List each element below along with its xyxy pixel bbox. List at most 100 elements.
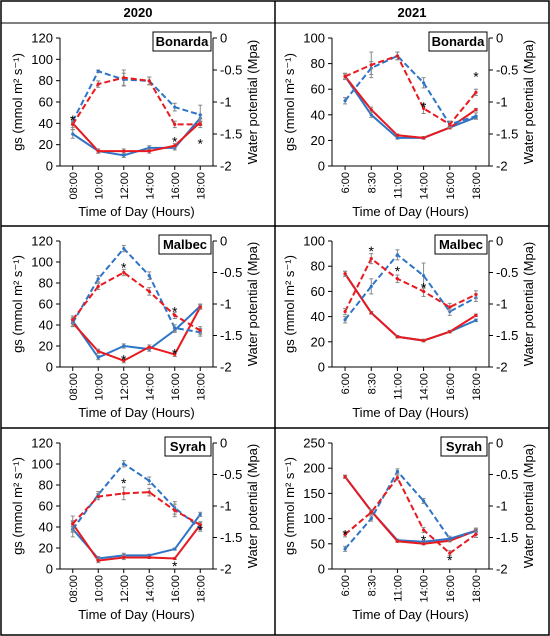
p2-xtick-label: 16:00 xyxy=(170,373,182,401)
p4-series-blue-dashed-line xyxy=(71,462,201,530)
p1-significance-star: * xyxy=(473,68,479,84)
p0-xtick-label: 14:00 xyxy=(144,172,156,200)
p0-y2tick-label: -2 xyxy=(220,159,232,174)
p0-series-red-solid-point xyxy=(147,149,151,153)
p2-y2tick-label: 0 xyxy=(220,234,227,249)
p3-ytick-label: 0 xyxy=(318,360,325,375)
p1-y2tick-label: -1.5 xyxy=(496,127,518,142)
p4-y2tick-label: -2 xyxy=(220,562,232,577)
p1-series-red-solid-point xyxy=(395,133,400,137)
p4-significance-star: * xyxy=(172,558,178,574)
p0-series-red-solid-point xyxy=(96,149,100,153)
p2-y2tick-label: -1 xyxy=(220,297,232,312)
p1-y2tick-label: 0 xyxy=(496,31,503,46)
p3-series-red-dashed-line xyxy=(344,257,477,313)
p5-series-red-dashed-point xyxy=(421,528,426,532)
p3-series-blue-dashed-point xyxy=(343,318,347,322)
p1-series-red-solid-point xyxy=(421,136,426,140)
p2-xtick-label: 18:00 xyxy=(195,373,207,401)
p2-ytick-label: 20 xyxy=(39,339,53,354)
p2-y2tick-label: -2 xyxy=(220,360,232,375)
p2-series-red-solid-point xyxy=(122,359,126,363)
p4-series-red-solid-line xyxy=(71,523,202,562)
p1-y2tick-label: -0.5 xyxy=(496,63,518,78)
p5-series-red-dashed-point xyxy=(369,510,373,514)
p0-series-red-dashed-point xyxy=(173,122,177,126)
p5-ytick-label: 50 xyxy=(311,536,325,551)
p5-xtick-label: 18:00 xyxy=(471,575,483,603)
p4-xtick-label: 12:00 xyxy=(119,575,131,603)
p1-series-red-solid-point xyxy=(474,108,478,112)
p3-series-blue-dashed-point xyxy=(395,253,400,257)
p0-ytick-label: 40 xyxy=(39,116,53,131)
panel-2020-malbec: 0 20 40 60 80 100 120 -2 -1.5 -1 -0.5 0 08:00 10:00 12… xyxy=(10,234,260,421)
p5-series-red-dashed-point xyxy=(448,551,452,555)
p2-xtick-label: 10:00 xyxy=(93,373,105,401)
p0-series-red-dashed-point xyxy=(122,76,126,80)
panel-2021-malbec: 0 20 40 60 80 100 -2 -1.5 -1 -0.5 0 6:00 8:30 11:00 14… xyxy=(282,234,536,421)
p5-significance-star: * xyxy=(447,552,453,568)
p3-series-red-solid-point xyxy=(421,338,426,343)
p5-series-red-dashed-line xyxy=(344,475,477,555)
p5-y2tick-label: -1 xyxy=(496,499,508,514)
p5-xtick-label: 14:00 xyxy=(419,575,431,603)
p5-series-blue-dashed-point xyxy=(343,547,347,551)
p1-series-red-dashed-point xyxy=(474,90,478,94)
p1-xtick-label: 11:00 xyxy=(392,172,404,199)
column-title-2021: 2021 xyxy=(398,5,427,20)
p0-series-blue-solid-point xyxy=(122,153,126,157)
p2-ytick-label: 40 xyxy=(39,318,53,333)
p1-ytick-label: 60 xyxy=(311,82,325,97)
p3-series-red-dashed-point xyxy=(395,277,400,281)
p0-y2tick-label: -1 xyxy=(220,95,232,110)
p3-y-axis-label: gs (mmol m² s⁻¹) xyxy=(282,255,297,353)
p3-series-red-solid-point xyxy=(369,311,373,315)
p0-series-red-solid-point xyxy=(122,149,126,153)
p4-ytick-label: 80 xyxy=(39,478,53,493)
p1-series-blue-dashed-line xyxy=(344,54,477,126)
p0-series-red-solid-line xyxy=(72,121,201,153)
p2-significance-star: * xyxy=(121,259,127,275)
p3-series-blue-dashed-point xyxy=(369,284,373,288)
p5-ytick-label: 200 xyxy=(303,461,325,476)
p2-series-blue-dashed-line xyxy=(71,247,201,334)
p3-series-red-dashed-point xyxy=(474,292,478,297)
p2-x-axis-label: Time of Day (Hours) xyxy=(78,405,195,420)
p1-series-red-dashed-point xyxy=(369,63,373,67)
p4-series-red-dashed-point xyxy=(96,494,100,499)
p0-ytick-label: 0 xyxy=(46,159,53,174)
p2-y2tick-label: -0.5 xyxy=(220,265,242,280)
p4-y2tick-label: -1 xyxy=(220,499,232,514)
p5-y2tick-label: -2 xyxy=(496,562,508,577)
p5-ytick-label: 100 xyxy=(303,511,325,526)
p0-variety-box xyxy=(152,31,212,52)
p4-y2tick-label: -0.5 xyxy=(220,467,242,482)
p4-series-blue-dashed-point xyxy=(122,462,126,466)
p1-significance-star: * xyxy=(421,99,427,115)
p0-significance-star: * xyxy=(70,112,76,128)
p4-series-red-dashed-point xyxy=(198,523,202,527)
p2-xtick-label: 12:00 xyxy=(119,373,131,401)
p2-series-red-dashed-point xyxy=(198,328,202,333)
p4-ytick-label: 60 xyxy=(39,499,53,514)
p0-xtick-label: 10:00 xyxy=(93,172,105,200)
p3-y2tick-label: -1.5 xyxy=(496,328,518,343)
p4-y2tick-label: 0 xyxy=(220,436,227,451)
p1-variety-box xyxy=(428,31,488,52)
p5-ytick-label: 250 xyxy=(303,436,325,451)
p0-ytick-label: 120 xyxy=(31,31,53,46)
p3-ytick-label: 60 xyxy=(311,284,325,299)
p5-series-red-dashed-point xyxy=(395,476,400,480)
p2-series-red-dashed-point xyxy=(71,318,75,322)
p3-significance-star: * xyxy=(421,280,427,296)
p5-series-blue-dashed-point xyxy=(395,469,400,473)
p2-series-blue-dashed-point xyxy=(122,246,126,251)
p1-y2-axis-label: Water potential (Mpa) xyxy=(521,40,536,165)
p4-significance-star: * xyxy=(198,522,204,538)
p5-variety-box xyxy=(440,436,488,457)
p4-series-red-solid-point xyxy=(147,555,151,560)
p3-y2-axis-label: Water potential (Mpa) xyxy=(521,242,536,367)
p5-ytick-label: 150 xyxy=(303,486,325,501)
p5-series-blue-solid-line xyxy=(344,476,477,543)
